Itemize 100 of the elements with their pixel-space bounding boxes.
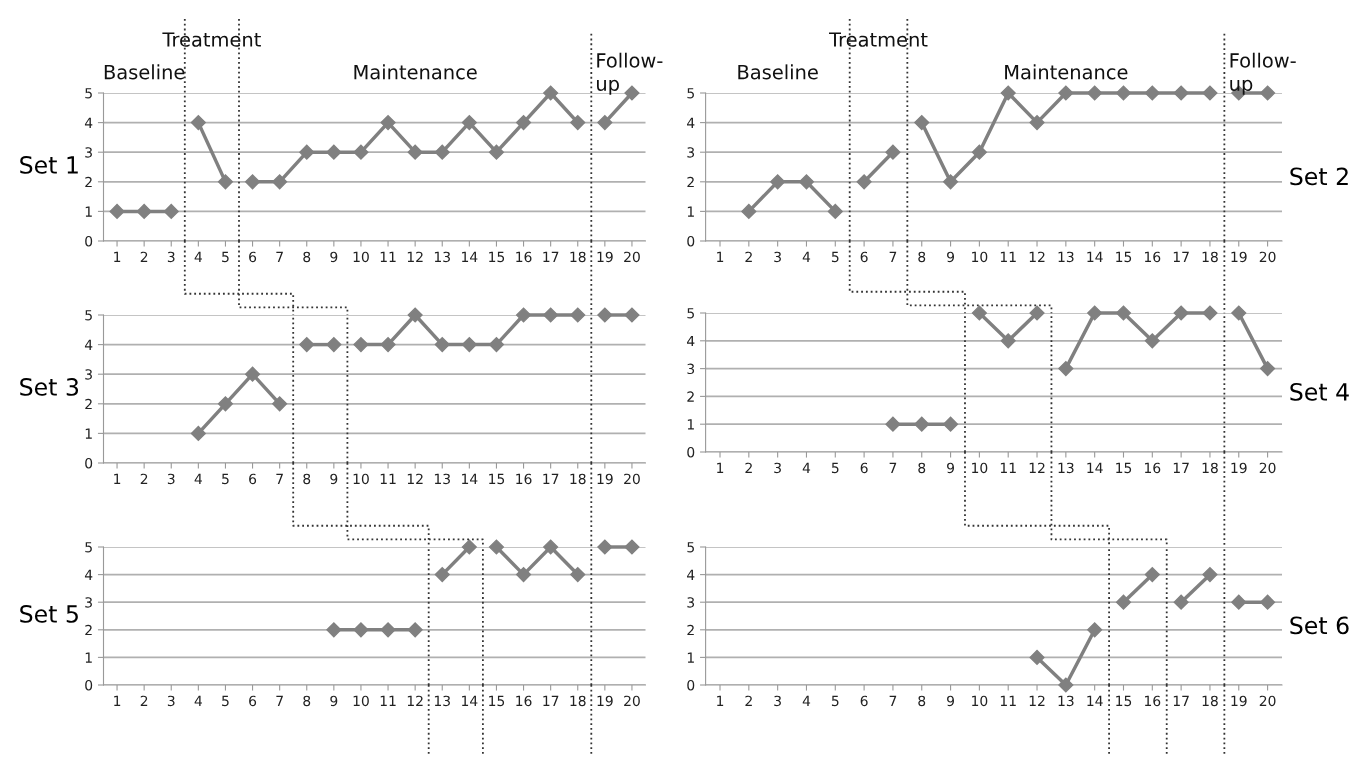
y-tick-label: 0	[85, 235, 93, 247]
x-tick-label: 14	[1087, 251, 1103, 262]
x-tick-label: 2	[745, 695, 752, 706]
x-tick-label: 15	[489, 695, 505, 707]
x-tick-label: 3	[167, 695, 175, 707]
x-tick-label: 15	[1116, 695, 1132, 707]
y-tick-label: 5	[687, 308, 694, 319]
y-tick-label: 4	[687, 569, 695, 580]
x-tick-label: 6	[860, 462, 868, 474]
x-tick-label: 11	[1000, 462, 1016, 473]
x-tick-label: 5	[831, 695, 839, 707]
x-tick-label: 20	[1259, 695, 1276, 707]
x-tick-label: 17	[543, 473, 559, 484]
y-tick-label: 1	[85, 652, 92, 663]
x-tick-label: 3	[167, 251, 175, 263]
x-tick-label: 20	[624, 473, 640, 485]
text: Maintenance	[354, 64, 477, 80]
x-tick-label: 18	[1202, 462, 1218, 474]
x-tick-label: 4	[802, 695, 811, 706]
x-tick-label: 14	[1087, 695, 1103, 706]
x-tick-label: 6	[860, 695, 868, 707]
x-tick-label: 18	[570, 695, 586, 707]
x-tick-label: 13	[1058, 695, 1074, 707]
x-tick-label: 20	[624, 695, 640, 707]
y-tick-label: 2	[85, 176, 92, 188]
x-tick-label: 16	[516, 251, 532, 263]
x-tick-label: 13	[1058, 462, 1074, 474]
x-tick-label: 4	[802, 251, 811, 262]
x-tick-label: 3	[774, 462, 781, 474]
y-tick-label: 0	[85, 457, 93, 469]
x-tick-label: 2	[745, 462, 752, 473]
x-tick-label: 8	[303, 473, 311, 485]
x-tick-label: 1	[717, 251, 724, 262]
x-tick-label: 11	[380, 251, 396, 262]
x-tick-label: 13	[1058, 251, 1074, 263]
x-tick-label: 7	[889, 695, 897, 706]
x-tick-label: 8	[303, 251, 311, 263]
y-tick-label: 2	[687, 176, 694, 188]
x-tick-label: 15	[1116, 251, 1132, 263]
x-tick-label: 16	[1145, 695, 1161, 707]
x-tick-label: 3	[167, 473, 175, 485]
x-tick-label: 14	[462, 695, 478, 706]
y-tick-label: 3	[85, 369, 92, 380]
x-tick-label: 18	[1202, 251, 1218, 263]
x-tick-label: 12	[407, 473, 423, 484]
y-tick-label: 5	[85, 310, 92, 321]
y-tick-label: 2	[85, 624, 92, 636]
y-tick-label: 3	[687, 597, 695, 608]
y-tick-label: 1	[687, 206, 694, 217]
y-tick-label: 0	[687, 446, 695, 458]
x-tick-label: 15	[1116, 462, 1132, 474]
x-tick-label: 8	[918, 695, 926, 707]
x-tick-label: 19	[1231, 462, 1247, 474]
x-tick-label: 11	[1000, 251, 1016, 262]
x-tick-label: 19	[1231, 251, 1247, 263]
x-tick-label: 1	[114, 473, 121, 484]
x-tick-label: 7	[276, 695, 283, 706]
x-tick-label: 4	[194, 695, 202, 706]
x-tick-label: 1	[114, 251, 121, 262]
x-tick-label: 1	[717, 695, 724, 706]
x-tick-label: 14	[1087, 462, 1103, 473]
x-tick-label: 8	[918, 462, 926, 474]
x-tick-label: 14	[462, 251, 478, 262]
x-tick-label: 7	[889, 462, 897, 473]
x-tick-label: 10	[353, 473, 369, 485]
y-tick-label: 5	[85, 542, 92, 553]
x-tick-label: 6	[249, 251, 257, 263]
x-tick-label: 9	[330, 695, 338, 707]
x-tick-label: 6	[249, 695, 257, 707]
x-tick-label: 5	[222, 251, 229, 263]
x-tick-label: 20	[1259, 251, 1276, 263]
x-tick-label: 20	[1259, 462, 1276, 474]
x-tick-label: 10	[353, 251, 369, 263]
y-tick-label: 4	[84, 339, 93, 350]
x-tick-label: 20	[624, 251, 640, 263]
x-tick-label: 2	[140, 251, 148, 262]
y-tick-label: 2	[85, 398, 92, 410]
y-tick-label: 4	[84, 569, 93, 580]
x-tick-label: 9	[947, 462, 955, 474]
x-tick-label: 11	[1000, 695, 1016, 706]
y-tick-label: 4	[687, 117, 695, 128]
y-tick-label: 3	[687, 147, 695, 158]
x-tick-label: 5	[222, 695, 229, 707]
x-tick-label: 13	[434, 695, 450, 707]
x-tick-label: 2	[140, 695, 148, 706]
x-tick-label: 10	[972, 462, 988, 474]
y-tick-label: 4	[687, 335, 695, 347]
y-tick-label: 4	[84, 117, 93, 128]
y-tick-label: 1	[687, 419, 694, 430]
x-tick-label: 19	[597, 251, 613, 263]
text: Baseline	[738, 64, 818, 80]
x-tick-label: 7	[276, 251, 283, 262]
y-axis-title: Set 6	[1290, 616, 1349, 635]
x-tick-label: 10	[353, 695, 369, 707]
x-tick-label: 17	[543, 251, 559, 262]
x-tick-label: 3	[774, 251, 781, 263]
y-tick-label: 1	[687, 652, 694, 663]
x-tick-label: 19	[597, 473, 613, 485]
x-tick-label: 14	[462, 473, 478, 484]
x-tick-label: 2	[745, 251, 752, 262]
